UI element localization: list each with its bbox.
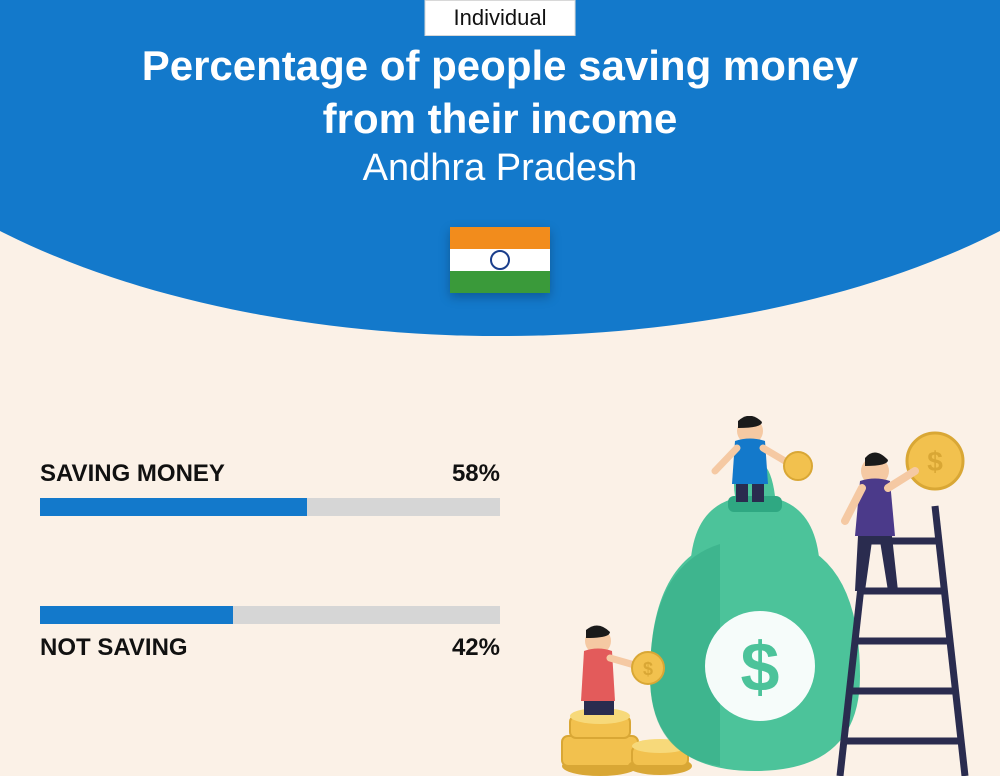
bar-value: 42%: [452, 634, 500, 662]
flag-chakra-icon: [490, 250, 510, 270]
title-block: Percentage of people saving money from t…: [0, 40, 1000, 190]
infographic-canvas: Individual Percentage of people saving m…: [0, 0, 1000, 776]
savings-illustration: $ $: [540, 416, 970, 776]
title-line: Percentage of people saving money from t…: [60, 40, 940, 145]
bar-label: NOT SAVING: [40, 634, 188, 662]
bar-labels: SAVING MONEY 58%: [40, 460, 500, 488]
person-top-icon: [715, 416, 812, 502]
savings-svg-icon: $ $: [540, 416, 970, 776]
title-line-1: Percentage of people saving money: [142, 42, 859, 89]
flag-stripe-green: [450, 271, 550, 293]
bar-chart: SAVING MONEY 58% NOT SAVING 42%: [40, 460, 500, 752]
bar-fill: [40, 498, 307, 516]
bar-labels: NOT SAVING 42%: [40, 634, 500, 662]
svg-text:$: $: [643, 659, 653, 679]
money-bag-icon: $: [650, 460, 860, 771]
india-flag-icon: [450, 227, 550, 293]
bar-row-saving: SAVING MONEY 58%: [40, 460, 500, 516]
flag-stripe-saffron: [450, 227, 550, 249]
subtitle: Andhra Pradesh: [60, 147, 940, 190]
category-badge: Individual: [425, 0, 576, 36]
bar-row-not-saving: NOT SAVING 42%: [40, 606, 500, 662]
svg-text:$: $: [927, 446, 943, 477]
bar-track: [40, 606, 500, 624]
bar-track: [40, 498, 500, 516]
bar-value: 58%: [452, 460, 500, 488]
title-line-2: from their income: [323, 95, 678, 142]
svg-text:$: $: [741, 628, 780, 706]
bar-fill: [40, 606, 233, 624]
person-sitting-icon: $: [581, 625, 664, 715]
bar-label: SAVING MONEY: [40, 460, 225, 488]
